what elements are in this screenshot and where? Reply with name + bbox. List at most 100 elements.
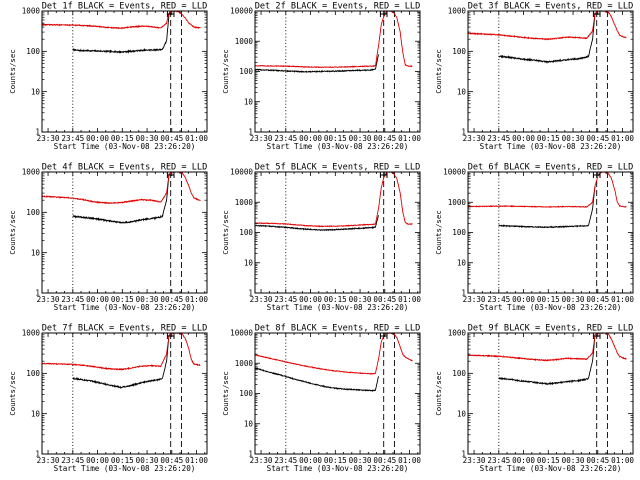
x-tick-label: 00:00 [86,456,109,465]
y-tick-label: 1000 [448,7,467,16]
plot-frame [41,332,208,455]
events-series-line [72,174,170,224]
x-tick-label: 00:30 [562,295,585,304]
events-series-line [498,335,596,386]
x-tick-label: 00:30 [349,134,372,143]
y-tick-label: 100 [239,67,253,76]
y-tick-label: 1000 [235,359,254,368]
y-tick-label: 1 [248,128,253,137]
y-axis-label: Counts/sec [221,371,230,416]
x-tick-label: 00:00 [512,295,535,304]
x-axis-label: Start Time (03-Nov-08 23:26:20) [480,464,622,473]
x-tick-label: 23:30 [250,134,273,143]
x-tick-label: 01:00 [398,134,421,143]
y-axis-label: Counts/sec [8,210,17,255]
x-tick-label: 00:30 [349,295,372,304]
y-tick-label: 10 [457,258,467,267]
lld-series-line [42,172,201,205]
y-tick-label: 1000 [22,168,41,177]
y-axis-label: Counts/sec [8,49,17,94]
y-tick-label: 10000 [443,168,466,177]
x-tick-label: 23:45 [274,295,297,304]
x-tick-label: 23:45 [487,456,510,465]
x-tick-label: 00:45 [373,134,396,143]
panel-det-8: Det 8f BLACK = Events, RED = LLD 23:30 23:… [221,324,421,474]
data-area [468,172,627,293]
x-tick-label: 00:30 [136,134,159,143]
y-tick-label: 100 [239,389,253,398]
y-tick-label: 1000 [235,198,254,207]
y-tick-label: 100 [26,208,40,217]
plot-frame [467,171,634,294]
y-axis-label: Counts/sec [221,210,230,255]
panel-det-4: Det 4f BLACK = Events, RED = LLD 23:30 23:… [8,163,208,313]
data-area [255,333,413,454]
y-tick-label: 100 [452,47,466,56]
x-tick-label: 00:15 [324,456,347,465]
x-axis-label: Start Time (03-Nov-08 23:26:20) [267,303,409,312]
x-axis-label: Start Time (03-Nov-08 23:26:20) [54,303,196,312]
x-tick-label: 00:00 [86,134,109,143]
x-tick-label: 00:15 [111,295,134,304]
plot-frame [467,332,634,455]
panel-det-7: Det 7f BLACK = Events, RED = LLD 23:30 23:… [8,324,208,474]
plot-frame [467,10,634,133]
y-tick-label: 100 [452,228,466,237]
lld-series-line [42,11,201,30]
x-axis-label: Start Time (03-Nov-08 23:26:20) [54,464,196,473]
y-tick-label: 10000 [230,7,253,16]
x-tick-label: 01:00 [611,456,634,465]
y-tick-label: 10 [31,248,41,257]
plot-frame [254,332,421,455]
x-axis-label: Start Time (03-Nov-08 23:26:20) [480,303,622,312]
panel-title: Det 2f BLACK = Events, RED = LLD [255,2,421,12]
data-area [255,172,413,293]
x-tick-label: 00:45 [586,134,609,143]
data-area [468,11,627,132]
panel-title: Det 7f BLACK = Events, RED = LLD [42,324,208,334]
x-tick-label: 23:45 [274,456,297,465]
y-tick-label: 1000 [22,329,41,338]
y-axis-label: Counts/sec [221,49,230,94]
y-tick-label: 100 [452,369,466,378]
x-tick-label: 01:00 [185,134,208,143]
panel-title: Det 4f BLACK = Events, RED = LLD [42,163,208,173]
x-tick-label: 01:00 [185,456,208,465]
x-tick-label: 00:45 [160,134,183,143]
lld-series-line [468,172,627,209]
data-area [255,11,413,132]
x-tick-label: 01:00 [398,295,421,304]
lld-series-line [255,11,413,69]
x-tick-label: 00:45 [160,295,183,304]
x-tick-label: 23:30 [250,295,273,304]
x-tick-label: 23:30 [463,134,486,143]
y-tick-label: 1 [35,450,40,459]
lld-series-line [468,11,627,41]
x-tick-label: 23:45 [274,134,297,143]
data-area [42,11,201,132]
y-tick-label: 1000 [235,37,254,46]
y-tick-label: 1 [461,128,466,137]
y-tick-label: 10 [457,87,467,96]
x-axis-label: Start Time (03-Nov-08 23:26:20) [267,142,409,151]
events-series-line [498,12,596,64]
x-tick-label: 00:15 [111,134,134,143]
panel-det-3: Det 3f BLACK = Events, RED = LLD 23:30 23:… [434,2,634,152]
x-tick-label: 00:00 [512,134,535,143]
plot-frame [254,171,421,294]
events-series-line [255,367,379,393]
x-tick-label: 00:30 [562,134,585,143]
y-tick-label: 1 [461,450,466,459]
panel-title: Det 9f BLACK = Events, RED = LLD [468,324,634,334]
x-tick-label: 00:30 [562,456,585,465]
y-tick-label: 10 [244,419,254,428]
panel-title: Det 6f BLACK = Events, RED = LLD [468,163,634,173]
y-axis-label: Counts/sec [434,210,443,255]
y-axis-label: Counts/sec [8,371,17,416]
x-tick-label: 23:45 [487,295,510,304]
y-tick-label: 1000 [448,198,467,207]
data-area [468,333,627,454]
x-tick-label: 00:45 [160,456,183,465]
x-axis-label: Start Time (03-Nov-08 23:26:20) [267,464,409,473]
